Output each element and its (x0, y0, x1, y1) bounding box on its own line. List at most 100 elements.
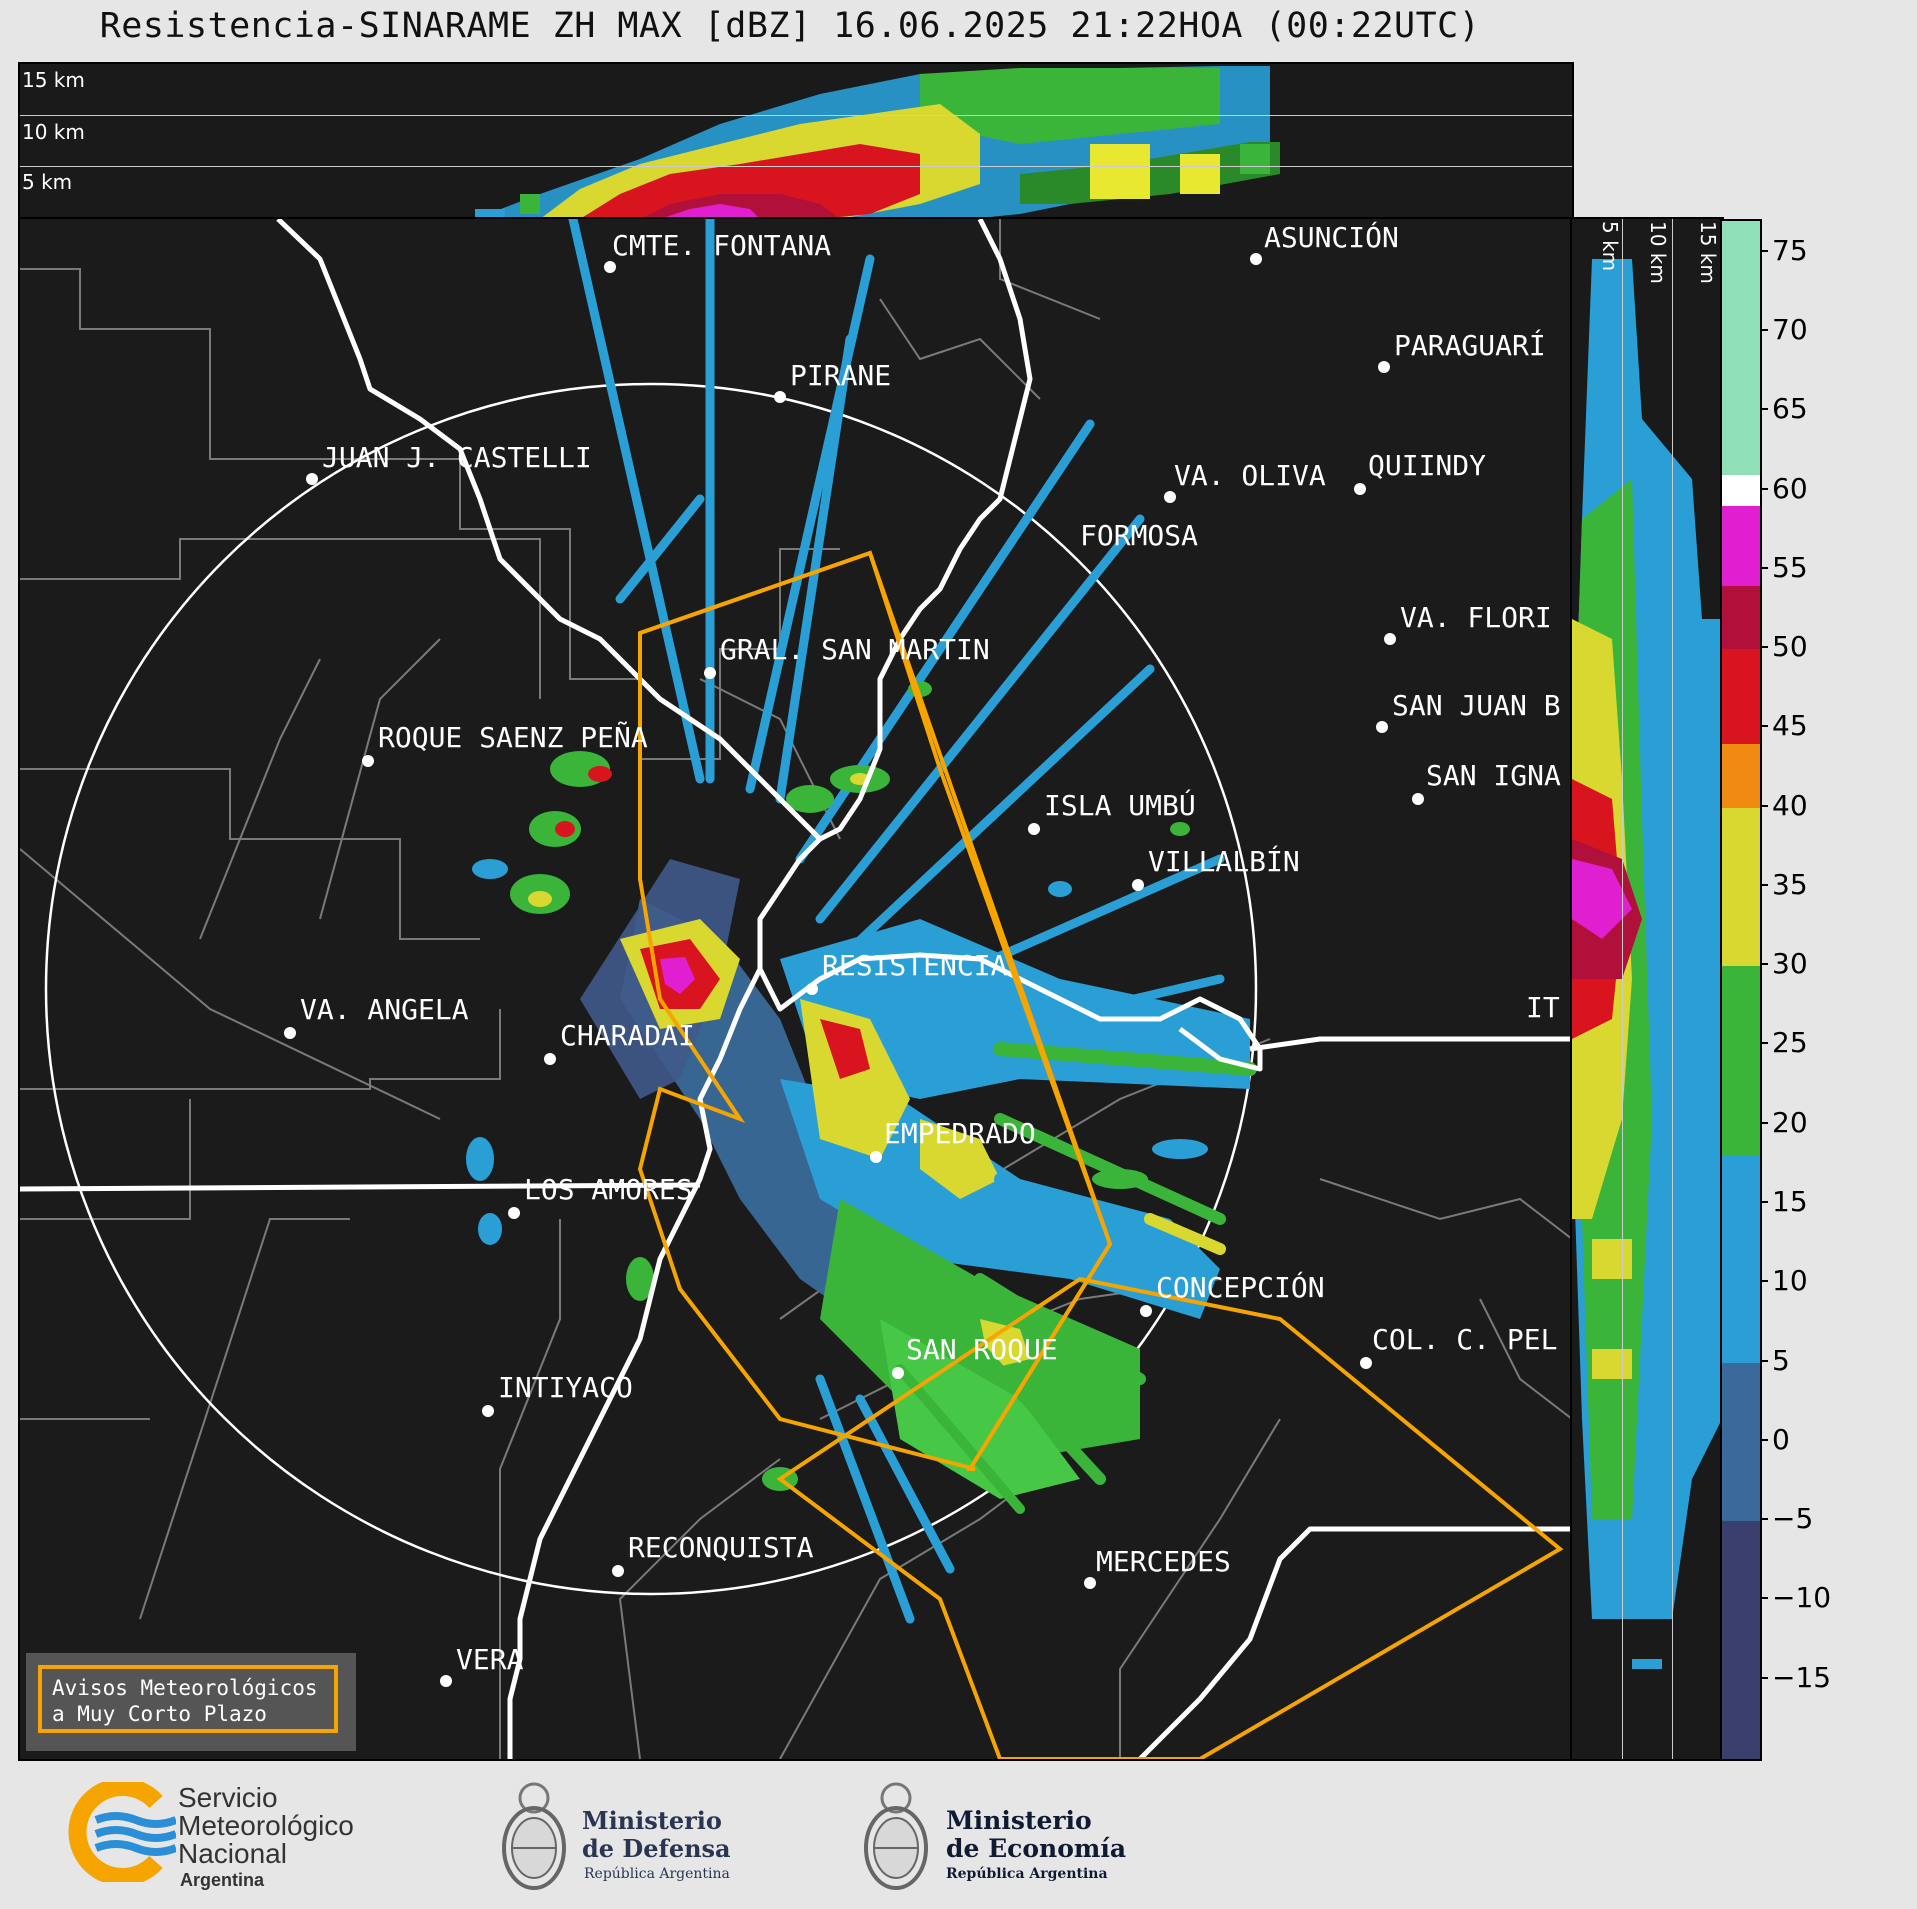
colorbar-tick-label: 30 (1772, 947, 1808, 981)
rivers-borders (20, 219, 1572, 1759)
level-label-10km: 10 km (1646, 221, 1670, 284)
colorbar-tick-label: 75 (1772, 233, 1808, 267)
colorbar-tick-label: 60 (1772, 471, 1808, 505)
warning-legend-line1: Avisos Meteorológicos (52, 1676, 318, 1700)
colorbar-band (1722, 1521, 1760, 1759)
level-label-10km: 10 km (22, 120, 85, 144)
city-dot (440, 1675, 452, 1687)
city-dot (284, 1027, 296, 1039)
smn-line3: Nacional (178, 1838, 287, 1869)
city-dot (1360, 1357, 1372, 1369)
colorbar-tick-label: −15 (1772, 1660, 1832, 1694)
convective-cells (466, 681, 1208, 1491)
city-label-mercedes: MERCEDES (1096, 1545, 1231, 1578)
city-label-san-roque: SAN ROQUE (906, 1333, 1058, 1366)
city-label-roque-saenz-pena: ROQUE SAENZ PEÑA (378, 721, 648, 754)
colorbar-band (1722, 744, 1760, 808)
colorbar-band (1722, 807, 1760, 967)
side-cross-section-panel: 5 km 10 km 15 km (1570, 217, 1724, 1761)
city-label-reconquista: RECONQUISTA (628, 1531, 814, 1564)
level-line-10km (20, 115, 1572, 116)
colorbar-tick-label: −5 (1772, 1502, 1814, 1536)
colorbar-tick-label: 25 (1772, 1026, 1808, 1060)
defensa-line3: República Argentina (584, 1866, 730, 1882)
radar-echoes (466, 219, 1257, 1624)
colorbar-tick-label: 50 (1772, 630, 1808, 664)
economia-line1: Ministerio (946, 1806, 1092, 1835)
city-dot (1378, 361, 1390, 373)
city-dot (1028, 823, 1040, 835)
level-label-15km: 15 km (22, 68, 85, 92)
level-line-5km (20, 166, 1572, 167)
warning-legend-line2: a Muy Corto Plazo (52, 1702, 267, 1726)
colorbar-tick-label: 15 (1772, 1185, 1808, 1219)
colorbar-band (1722, 474, 1760, 507)
colorbar-tick-label: 45 (1772, 709, 1808, 743)
colorbar-tick (1760, 1042, 1768, 1045)
city-label-resistencia: RESISTENCIA (822, 949, 1008, 982)
smn-line2: Meteorológico (178, 1810, 354, 1841)
dbz-colorbar (1720, 219, 1762, 1761)
city-label-san-igna: SAN IGNA (1426, 759, 1561, 792)
colorbar-tick (1760, 1359, 1768, 1362)
colorbar-tick-label: 40 (1772, 788, 1808, 822)
colorbar-tick (1760, 408, 1768, 411)
colorbar-tick (1760, 725, 1768, 728)
city-dot (604, 261, 616, 273)
city-dot (1164, 491, 1176, 503)
colorbar-tick (1760, 487, 1768, 490)
city-label-col-c-pel: COL. C. PEL (1372, 1323, 1558, 1356)
city-dot (1354, 483, 1366, 495)
colorbar-tick-label: 10 (1772, 1264, 1808, 1298)
warning-legend-frame: Avisos Meteorológicos a Muy Corto Plazo (38, 1665, 338, 1733)
radar-map-graphics (20, 219, 1572, 1759)
colorbar-tick-label: 65 (1772, 392, 1808, 426)
colorbar-band (1722, 1362, 1760, 1522)
defensa-line1: Ministerio (582, 1806, 722, 1835)
city-label-va-oliva: VA. OLIVA (1174, 459, 1326, 492)
city-label-cmte-fontana: CMTE. FONTANA (612, 229, 832, 262)
level-line-5km (1622, 219, 1623, 1759)
colorbar-tick (1760, 1438, 1768, 1441)
colorbar-tick (1760, 1201, 1768, 1204)
city-dot (774, 391, 786, 403)
colorbar-tick (1760, 1597, 1768, 1600)
colorbar-tick (1760, 249, 1768, 252)
colorbar-tick (1760, 1280, 1768, 1283)
city-dot (1384, 633, 1396, 645)
city-label-va-flori: VA. FLORI (1400, 601, 1552, 634)
colorbar-band (1722, 221, 1760, 475)
city-label-intiyaco: INTIYACO (498, 1371, 633, 1404)
city-label-los-amores: LOS AMORES (524, 1173, 693, 1206)
colorbar-tick (1760, 883, 1768, 886)
level-label-5km: 5 km (1598, 221, 1622, 272)
coat-of-arms-icon (864, 1782, 928, 1890)
city-dot (1140, 1305, 1152, 1317)
city-dot (1250, 253, 1262, 265)
city-dot (362, 755, 374, 767)
city-label-juan-j-castelli: JUAN J. CASTELLI (322, 441, 592, 474)
city-dot (892, 1367, 904, 1379)
economia-line3: República Argentina (946, 1866, 1108, 1882)
city-label-villalbin: VILLALBÍN (1148, 845, 1300, 878)
city-dot (508, 1207, 520, 1219)
colorbar-tick-label: 35 (1772, 867, 1808, 901)
city-dot (482, 1405, 494, 1417)
city-dot (544, 1053, 556, 1065)
city-dot (806, 983, 818, 995)
colorbar-band (1722, 585, 1760, 650)
city-label-vera: VERA (456, 1643, 524, 1676)
city-label-it: IT (1526, 991, 1560, 1024)
colorbar-tick (1760, 1121, 1768, 1124)
colorbar-band (1722, 506, 1760, 586)
smn-line4: Argentina (180, 1870, 265, 1890)
coat-of-arms-icon (502, 1782, 566, 1890)
colorbar-tick (1760, 646, 1768, 649)
city-dot (1376, 721, 1388, 733)
side-cross-section-echoes (1572, 259, 1722, 1669)
city-dot (612, 1565, 624, 1577)
city-label-charadai: CHARADAI (560, 1019, 695, 1052)
city-label-isla-umbu: ISLA UMBÚ (1044, 789, 1196, 822)
radar-map[interactable]: CMTE. FONTANA PIRANE ASUNCIÓN PARAGUARÍ … (18, 217, 1574, 1761)
colorbar-tick-label: 55 (1772, 550, 1808, 584)
